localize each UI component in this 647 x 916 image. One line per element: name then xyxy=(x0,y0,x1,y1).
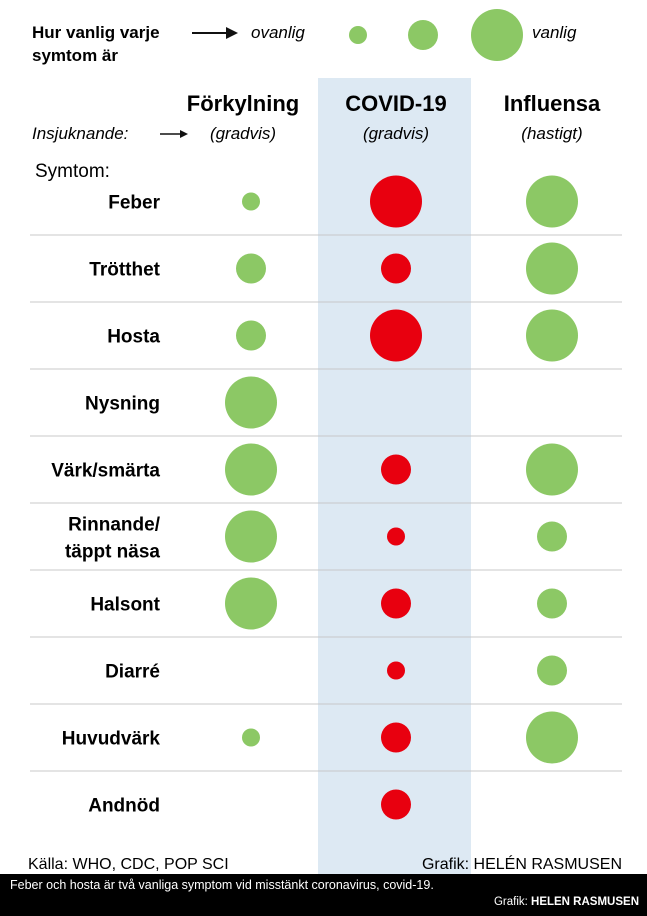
dot-trotthet-forkylning xyxy=(236,253,266,284)
dot-trotthet-influensa xyxy=(526,242,578,295)
dot-vark-smarta-influensa xyxy=(526,443,578,496)
column-onset-forkylning: (gradvis) xyxy=(210,124,276,143)
row-label: Hosta xyxy=(107,327,160,348)
legend-title-line1: Hur vanlig varje xyxy=(32,23,160,42)
symptom-row-rinnande-tappt-nasa: Rinnande/täppt näsa xyxy=(30,502,622,563)
column-title-forkylning: Förkylning xyxy=(187,91,299,116)
onset-arrow-icon xyxy=(160,130,188,138)
dot-halsont-covid-19 xyxy=(381,588,411,619)
dot-halsont-influensa xyxy=(537,588,567,619)
legend-high-label: vanlig xyxy=(532,23,577,42)
dot-diarre-influensa xyxy=(537,655,567,686)
caption-credit-name: HELEN RASMUSEN xyxy=(531,896,639,908)
symptom-row-diarre: Diarré xyxy=(30,636,622,686)
source-text: Källa: WHO, CDC, POP SCI xyxy=(28,856,229,873)
row-label: täppt näsa xyxy=(65,542,160,563)
dot-vark-smarta-covid-19 xyxy=(381,454,411,485)
symptom-row-halsont: Halsont xyxy=(30,569,622,630)
column-title-covid-19: COVID-19 xyxy=(345,91,446,116)
dot-rinnande-tappt-nasa-forkylning xyxy=(225,510,277,563)
dot-rinnande-tappt-nasa-covid-19 xyxy=(387,527,405,546)
dot-huvudvark-influensa xyxy=(526,711,578,764)
credit-text: Grafik: HELÉN RASMUSEN xyxy=(422,854,622,873)
symptom-chart: Hur vanlig varje symtom är ovanlig vanli… xyxy=(28,9,622,874)
legend-dot-2 xyxy=(408,20,438,50)
symptom-row-feber: Feber xyxy=(108,175,578,228)
symptom-row-andnod: Andnöd xyxy=(30,770,622,820)
column-onset-influensa: (hastigt) xyxy=(521,124,582,143)
row-label: Nysning xyxy=(85,394,160,415)
column-title-influensa: Influensa xyxy=(504,91,601,116)
dot-halsont-forkylning xyxy=(225,577,277,630)
row-label: Diarré xyxy=(105,662,160,683)
symptom-row-trotthet: Trötthet xyxy=(30,234,622,295)
row-label: Värk/smärta xyxy=(51,461,160,482)
symptom-row-huvudvark: Huvudvärk xyxy=(30,703,622,764)
caption-credit: Grafik: HELEN RASMUSEN xyxy=(494,896,639,908)
symptom-row-nysning: Nysning xyxy=(30,368,622,429)
dot-hosta-forkylning xyxy=(236,320,266,351)
row-label: Feber xyxy=(108,193,160,214)
dot-huvudvark-covid-19 xyxy=(381,722,411,753)
row-label: Huvudvärk xyxy=(62,729,161,750)
dot-feber-covid-19 xyxy=(370,175,422,228)
column-onset-covid-19: (gradvis) xyxy=(363,124,429,143)
dot-feber-influensa xyxy=(526,175,578,228)
legend-low-label: ovanlig xyxy=(251,23,305,42)
caption-credit-prefix: Grafik: xyxy=(493,896,532,908)
legend-arrow-icon xyxy=(192,27,238,39)
dot-andnod-covid-19 xyxy=(381,789,411,820)
dot-hosta-influensa xyxy=(526,309,578,362)
dot-hosta-covid-19 xyxy=(370,309,422,362)
legend-title-line2: symtom är xyxy=(32,46,118,65)
symptoms-heading: Symtom: xyxy=(35,161,110,182)
row-label: Trötthet xyxy=(89,260,160,281)
dot-feber-forkylning xyxy=(242,192,260,211)
dot-trotthet-covid-19 xyxy=(381,253,411,284)
symptom-row-hosta: Hosta xyxy=(30,301,622,362)
symptom-row-vark-smarta: Värk/smärta xyxy=(30,435,622,496)
dot-huvudvark-forkylning xyxy=(242,728,260,747)
row-label: Andnöd xyxy=(88,796,160,817)
dot-rinnande-tappt-nasa-influensa xyxy=(537,521,567,552)
dot-nysning-forkylning xyxy=(225,376,277,429)
caption-bar: Feber och hosta är två vanliga symptom v… xyxy=(0,874,647,916)
legend-dot-1 xyxy=(349,26,367,44)
onset-label: Insjuknande: xyxy=(32,124,129,143)
dot-vark-smarta-forkylning xyxy=(225,443,277,496)
dot-diarre-covid-19 xyxy=(387,661,405,680)
row-label: Rinnande/ xyxy=(68,515,161,536)
row-label: Halsont xyxy=(90,595,160,616)
caption-text: Feber och hosta är två vanliga symptom v… xyxy=(10,878,434,892)
legend-dot-3 xyxy=(471,9,523,61)
